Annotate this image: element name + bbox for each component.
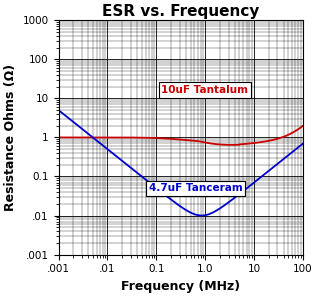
Text: 4.7uF Tanceram: 4.7uF Tanceram [149,183,243,193]
Title: ESR vs. Frequency: ESR vs. Frequency [102,4,260,19]
Y-axis label: Resistance Ohms (Ω): Resistance Ohms (Ω) [4,64,17,211]
X-axis label: Frequency (MHz): Frequency (MHz) [121,280,240,293]
Text: 10uF Tantalum: 10uF Tantalum [161,85,248,95]
